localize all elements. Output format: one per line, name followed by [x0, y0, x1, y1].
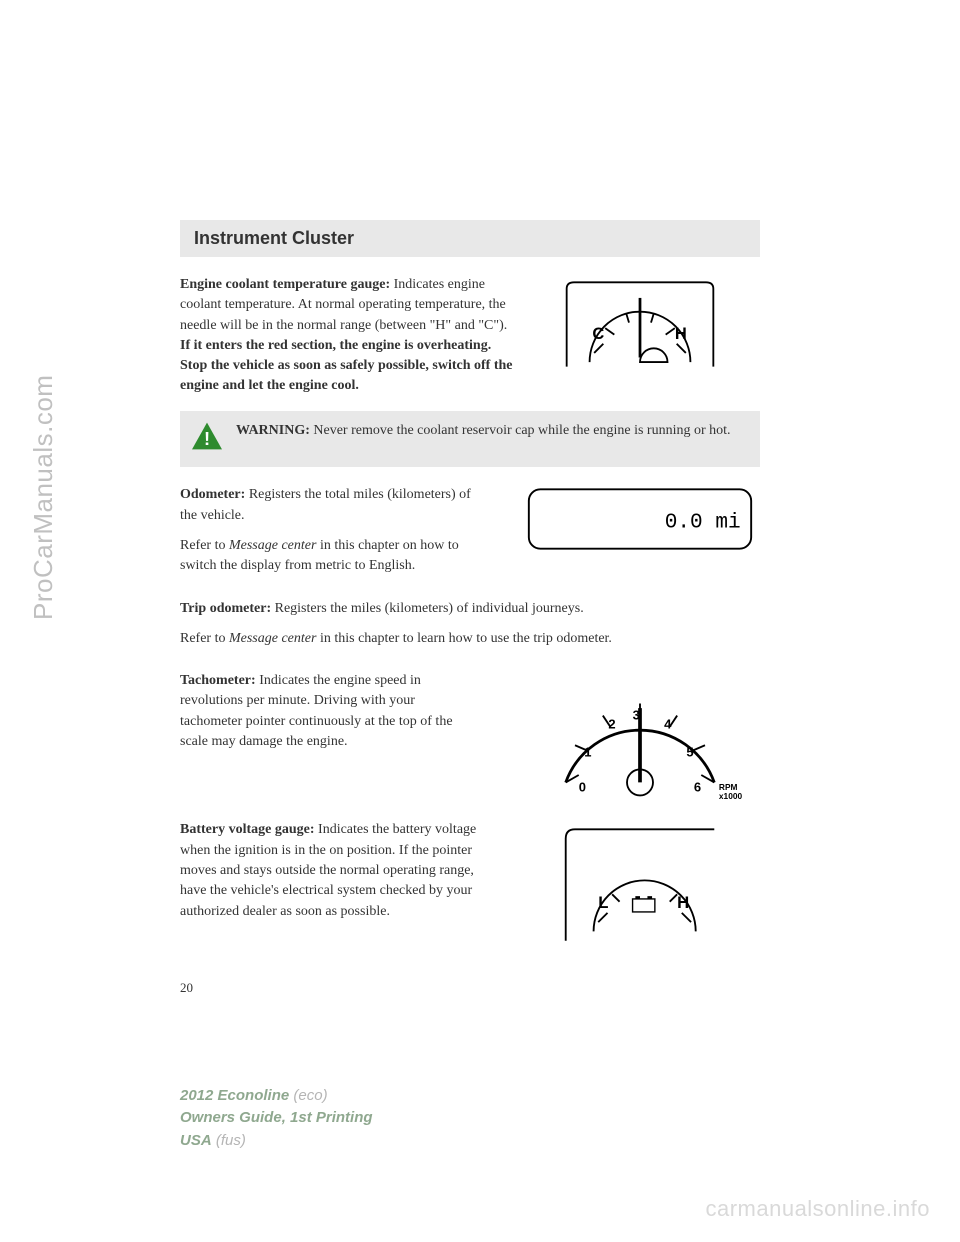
warning-icon: ! — [190, 421, 224, 458]
tach-2: 2 — [608, 717, 615, 732]
tach-figure: 0 1 2 3 4 5 6 RPM x1000 — [520, 671, 760, 808]
tach-block: 0 1 2 3 4 5 6 RPM x1000 Tachometer: Indi… — [180, 671, 760, 808]
battery-figure: L H — [520, 820, 760, 957]
page-content: Instrument Cluster C H Engine coolant te… — [180, 220, 760, 996]
trip-body: Registers the miles (kilometers) of indi… — [271, 601, 584, 616]
odometer-lead: Odometer: — [180, 487, 245, 502]
page-number: 20 — [180, 980, 760, 996]
tach-0: 0 — [579, 780, 586, 795]
warning-box: ! WARNING: Never remove the coolant rese… — [180, 411, 760, 468]
coolant-gauge-icon: C H — [540, 275, 740, 385]
tach-1: 1 — [584, 745, 591, 760]
odometer-display-icon: 0.0 mi — [525, 485, 755, 553]
battery-text: Battery voltage gauge: Indicates the bat… — [180, 820, 480, 921]
battery-block: L H Battery voltage gauge: Indicates the… — [180, 820, 760, 957]
tach-6: 6 — [694, 780, 701, 795]
odometer-text: Odometer: Registers the total miles (kil… — [180, 485, 480, 586]
odometer-figure: 0.0 mi — [520, 485, 760, 560]
tach-5: 5 — [686, 745, 693, 760]
warning-body: Never remove the coolant reservoir cap w… — [310, 423, 731, 438]
battery-lead: Battery voltage gauge: — [180, 822, 315, 837]
footer: 2012 Econoline (eco) Owners Guide, 1st P… — [180, 1085, 373, 1153]
tach-4: 4 — [664, 717, 672, 732]
battery-h-label: H — [677, 894, 689, 913]
footer-guide: Owners Guide, 1st Printing — [180, 1107, 373, 1130]
warning-text: WARNING: Never remove the coolant reserv… — [236, 421, 748, 441]
battery-l-label: L — [598, 894, 608, 913]
trip-ref-pre: Refer to — [180, 631, 229, 646]
battery-gauge-icon: L H — [545, 820, 735, 950]
coolant-tail: If it enters the red section, the engine… — [180, 338, 513, 394]
coolant-gauge-figure: C H — [520, 275, 760, 392]
side-watermark: ProCarManuals.com — [28, 375, 59, 620]
odometer-ref-pre: Refer to — [180, 538, 229, 553]
footer-model-code: (eco) — [289, 1087, 327, 1104]
footer-model: 2012 Econoline — [180, 1087, 289, 1104]
section-header: Instrument Cluster — [180, 220, 760, 257]
coolant-block: C H Engine coolant temperature gauge: In… — [180, 275, 760, 397]
tach-text: Tachometer: Indicates the engine speed i… — [180, 671, 480, 752]
trip-block: Trip odometer: Registers the miles (kilo… — [180, 599, 760, 660]
bottom-watermark: carmanualsonline.info — [705, 1196, 930, 1222]
trip-ref-italic: Message center — [229, 631, 316, 646]
coolant-c-label: C — [592, 325, 604, 343]
tachometer-icon: 0 1 2 3 4 5 6 RPM x1000 — [535, 671, 745, 801]
trip-lead: Trip odometer: — [180, 601, 271, 616]
tach-unit2: x1000 — [719, 791, 743, 801]
svg-text:!: ! — [204, 428, 210, 449]
trip-ref-suf: in this chapter to learn how to use the … — [316, 631, 611, 646]
tach-lead: Tachometer: — [180, 673, 256, 688]
footer-region: USA — [180, 1132, 212, 1149]
footer-region-code: (fus) — [212, 1132, 246, 1149]
coolant-lead: Engine coolant temperature gauge: — [180, 277, 390, 292]
odometer-ref-italic: Message center — [229, 538, 316, 553]
odometer-block: 0.0 mi Odometer: Registers the total mil… — [180, 485, 760, 586]
coolant-h-label: H — [675, 325, 687, 343]
odometer-readout: 0.0 mi — [665, 511, 741, 535]
warning-label: WARNING: — [236, 423, 310, 438]
